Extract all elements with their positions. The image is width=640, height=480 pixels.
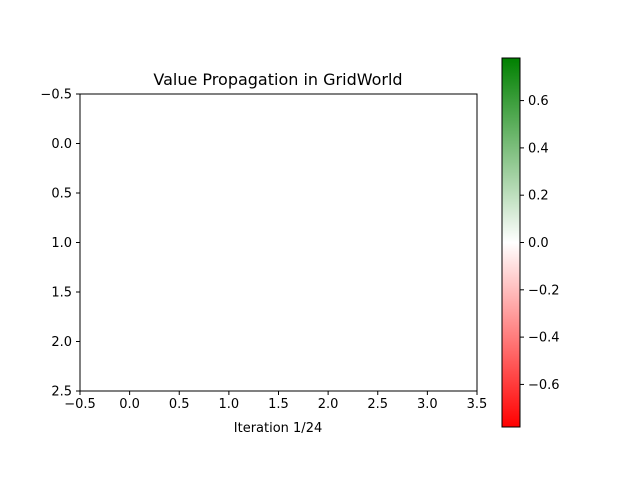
- x-tick-label: 0.5: [169, 397, 190, 412]
- colorbar-tick-label: −0.2: [528, 283, 560, 298]
- y-axis: −0.5 0.0 0.5 1.0 1.5 2.0 2.5: [40, 88, 80, 400]
- y-tick-label: 2.0: [51, 335, 72, 350]
- colorbar-tick-label: 0.6: [528, 94, 549, 109]
- colorbar-tick-label: 0.0: [528, 236, 549, 251]
- colorbar-axis: 0.6 0.4 0.2 0.0 −0.2 −0.4 −0.6: [520, 94, 560, 393]
- y-tick-label: 2.5: [51, 385, 72, 400]
- x-tick-label: 1.5: [268, 397, 289, 412]
- y-tick-label: 0.5: [51, 187, 72, 202]
- heatmap-cells: [80, 94, 477, 391]
- heatmap-cell: [179, 94, 279, 193]
- heatmap-cell: [80, 193, 180, 292]
- y-tick-label: −0.5: [40, 88, 72, 103]
- heatmap-cell: [179, 292, 279, 391]
- heatmap-cell: [377, 94, 477, 193]
- y-tick-label: 1.5: [51, 286, 72, 301]
- heatmap-cell: [278, 193, 378, 292]
- x-tick-label: 2.5: [367, 397, 388, 412]
- colorbar: [501, 57, 521, 428]
- colorbar-tick-label: 0.4: [528, 141, 549, 156]
- heatmap-cell: [80, 94, 180, 193]
- heatmap-cell: [278, 292, 378, 391]
- y-tick-label: 1.0: [51, 236, 72, 251]
- heatmap-cell: [377, 292, 477, 391]
- x-axis: −0.5 0.0 0.5 1.0 1.5 2.0 2.5 3.0 3.5: [64, 391, 487, 412]
- colorbar-tick-label: 0.2: [528, 189, 549, 204]
- heatmap-cell: [80, 292, 180, 391]
- x-tick-label: 3.5: [467, 397, 488, 412]
- x-tick-label: −0.5: [64, 397, 96, 412]
- x-tick-label: 1.0: [219, 397, 240, 412]
- heatmap-cell: [179, 193, 279, 292]
- chart-title: Value Propagation in GridWorld: [153, 70, 402, 89]
- y-tick-label: 0.0: [51, 137, 72, 152]
- colorbar-tick-label: −0.4: [528, 331, 560, 346]
- x-tick-label: 3.0: [417, 397, 438, 412]
- x-tick-label: 0.0: [119, 397, 140, 412]
- heatmap-cell: [377, 193, 477, 292]
- x-tick-label: 2.0: [318, 397, 339, 412]
- colorbar-tick-label: −0.6: [528, 378, 560, 393]
- x-axis-label: Iteration 1/24: [234, 421, 322, 436]
- heatmap-cell: [278, 94, 378, 193]
